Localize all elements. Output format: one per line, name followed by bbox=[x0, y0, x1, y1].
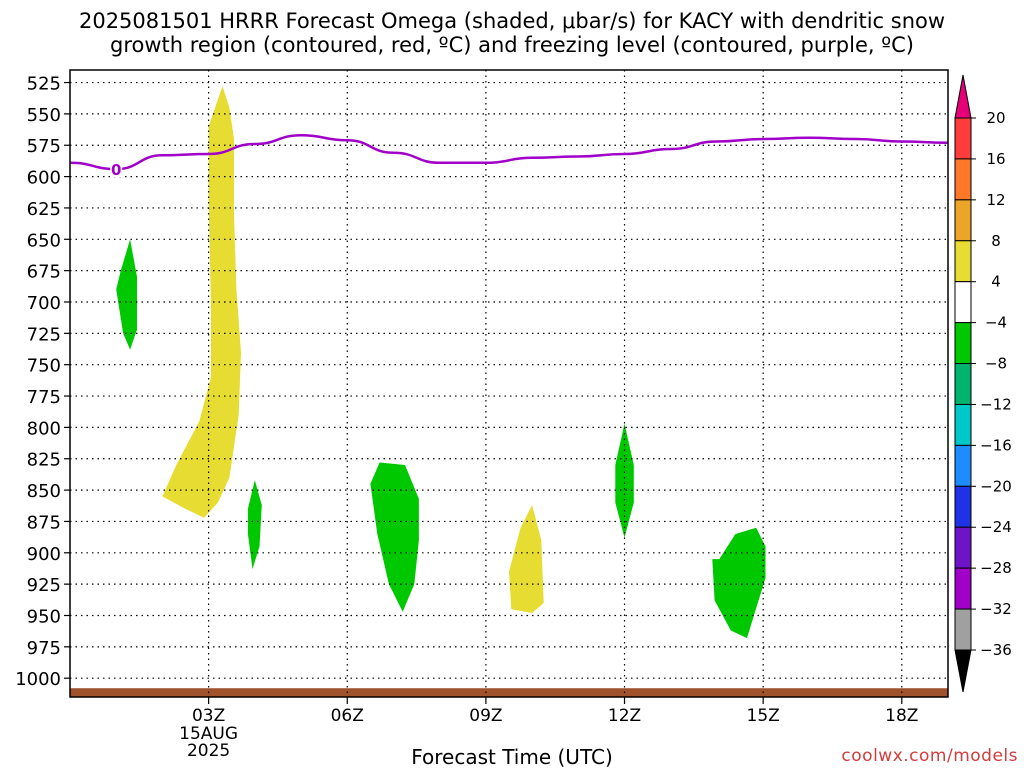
y-tick-label: 725 bbox=[27, 324, 61, 345]
x-tick-label: 12Z bbox=[608, 706, 641, 726]
chart-title-line1: 2025081501 HRRR Forecast Omega (shaded, … bbox=[78, 9, 946, 33]
colorbar: 20 16 12 8 4 −4 −8 −12 −16 −20 −24 −28 −32 −36 bbox=[954, 74, 1012, 693]
omega-region-4 bbox=[370, 462, 419, 612]
colorbar-box bbox=[954, 281, 972, 324]
freezing-level-label: 0 bbox=[111, 161, 121, 179]
colorbar-tick-label: 20 bbox=[986, 109, 1005, 127]
colorbar-tick-label: −16 bbox=[980, 436, 1012, 454]
omega-region-2 bbox=[116, 239, 137, 350]
y-tick-label: 875 bbox=[27, 512, 61, 533]
x-date-label: 15AUG bbox=[179, 724, 238, 744]
colorbar-box bbox=[954, 322, 972, 365]
colorbar-top-arrow bbox=[954, 74, 972, 119]
grid-layer bbox=[70, 70, 948, 697]
colorbar-box bbox=[954, 526, 972, 569]
omega-region-1 bbox=[509, 505, 544, 613]
x-tick-label: 09Z bbox=[469, 706, 502, 726]
freezing-level-layer: 0 bbox=[69, 133, 949, 179]
y-tick-label: 900 bbox=[27, 544, 61, 565]
omega-region-0 bbox=[162, 86, 241, 518]
colorbar-tick-label: −24 bbox=[980, 518, 1012, 536]
freezing-level-line bbox=[69, 133, 949, 171]
y-tick-label: 850 bbox=[27, 481, 61, 502]
y-tick-label: 1000 bbox=[15, 669, 61, 690]
colorbar-tick-label: −20 bbox=[980, 477, 1012, 495]
y-tick-label: 600 bbox=[27, 168, 61, 189]
colorbar-tick-label: −12 bbox=[980, 395, 1012, 413]
x-tick-label: 03Z bbox=[192, 706, 225, 726]
colorbar-box bbox=[954, 608, 972, 651]
y-tick-label: 975 bbox=[27, 638, 61, 659]
colorbar-tick-label: −4 bbox=[985, 314, 1007, 332]
colorbar-tick-label: 16 bbox=[986, 150, 1005, 168]
colorbar-tick-label: 4 bbox=[991, 273, 1001, 291]
x-tick-label: 06Z bbox=[331, 706, 364, 726]
y-tick-label: 950 bbox=[27, 606, 61, 627]
omega-region-5 bbox=[615, 423, 634, 538]
omega-region-6 bbox=[712, 527, 766, 639]
colorbar-tick-label: −36 bbox=[980, 641, 1012, 659]
plot-frame bbox=[69, 69, 949, 698]
y-tick-label: 925 bbox=[27, 575, 61, 596]
y-tick-label: 525 bbox=[27, 74, 61, 95]
y-tick-label: 700 bbox=[27, 293, 61, 314]
y-tick-label: 650 bbox=[27, 230, 61, 251]
y-tick-label: 750 bbox=[27, 356, 61, 377]
colorbar-tick-label: −28 bbox=[980, 559, 1012, 577]
freezing-level-label-bg bbox=[110, 161, 123, 178]
colorbar-bottom-arrow bbox=[954, 649, 972, 693]
axes-layer: 525 550 575 600 625 650 675 700 725 750 775 800 825 8… bbox=[15, 69, 949, 761]
colorbar-box bbox=[954, 117, 972, 160]
colorbar-tick-label: 12 bbox=[986, 191, 1005, 209]
colorbar-tick-label: −32 bbox=[980, 600, 1012, 618]
colorbar-tick-label: −8 bbox=[985, 355, 1007, 373]
colorbar-box bbox=[954, 240, 972, 283]
colorbar-tick-label: 8 bbox=[991, 232, 1001, 250]
colorbar-box bbox=[954, 485, 972, 528]
colorbar-box bbox=[954, 199, 972, 242]
colorbar-box bbox=[954, 363, 972, 405]
terrain-strip bbox=[70, 688, 948, 697]
y-tick-label: 825 bbox=[27, 450, 61, 471]
omega-region-3 bbox=[247, 480, 262, 570]
x-year-label: 2025 bbox=[187, 741, 230, 761]
y-tick-label: 625 bbox=[27, 199, 61, 220]
y-tick-label: 675 bbox=[27, 262, 61, 283]
credit-link[interactable]: coolwx.com/models bbox=[841, 746, 1018, 766]
y-tick-label: 775 bbox=[27, 387, 61, 408]
x-tick-label: 18Z bbox=[885, 706, 918, 726]
y-tick-label: 575 bbox=[27, 136, 61, 157]
colorbar-box bbox=[954, 158, 972, 201]
x-tick-label: 15Z bbox=[747, 706, 780, 726]
colorbar-box bbox=[954, 444, 972, 487]
omega-fill-layer bbox=[70, 86, 948, 697]
chart-title-line2: growth region (contoured, red, ºC) and f… bbox=[110, 33, 914, 57]
colorbar-box bbox=[954, 403, 972, 446]
y-tick-label: 550 bbox=[27, 105, 61, 126]
x-axis-label: Forecast Time (UTC) bbox=[411, 745, 613, 769]
y-tick-label: 800 bbox=[27, 418, 61, 439]
colorbar-box bbox=[954, 567, 972, 610]
